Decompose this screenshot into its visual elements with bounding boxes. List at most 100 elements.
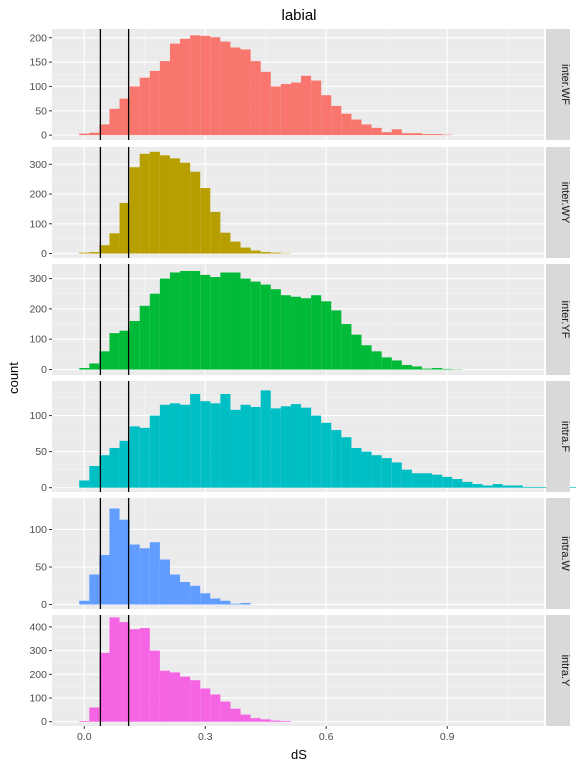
histogram-bar — [341, 113, 352, 136]
histogram-bar — [351, 334, 362, 370]
histogram-bar — [190, 171, 201, 254]
histogram-bar — [240, 714, 251, 722]
histogram-bar — [260, 284, 271, 370]
histogram-bar — [119, 98, 130, 136]
histogram-bar — [159, 155, 170, 254]
histogram-bar — [119, 519, 130, 605]
facet-intra-f: 0 50 100 intra.F — [29, 381, 576, 494]
histogram-bar — [129, 426, 140, 488]
histogram-bar — [331, 310, 342, 370]
y-tick-label: 100 — [29, 334, 47, 346]
histogram-bar — [422, 473, 433, 488]
facet-label: intra.Y — [559, 655, 571, 687]
x-tick-label: 0.6 — [319, 731, 334, 743]
histogram-bar — [210, 211, 221, 254]
histogram-bar — [129, 629, 140, 722]
facet-inter-wy: 0 100 200 300 inter.WY — [29, 147, 571, 260]
histogram-bar — [200, 593, 211, 605]
histogram-bar — [89, 466, 100, 488]
histogram-bar — [99, 652, 110, 722]
histogram-bar — [321, 301, 332, 370]
histogram-bar — [371, 351, 382, 370]
histogram-bar — [280, 295, 291, 370]
histogram-bar — [250, 406, 261, 488]
histogram-bar — [220, 600, 231, 605]
histogram-bar — [301, 407, 312, 488]
histogram-bar — [109, 233, 120, 254]
histogram-bar — [200, 401, 211, 488]
histogram-bar — [573, 486, 576, 488]
y-tick-label: 300 — [29, 159, 47, 171]
histogram-bar — [139, 427, 150, 488]
histogram-bar — [220, 393, 231, 488]
histogram-bar — [351, 119, 362, 136]
histogram-bar — [290, 404, 302, 488]
histogram-bar — [230, 241, 241, 254]
histogram-bar — [250, 250, 261, 254]
histogram-bar — [220, 272, 231, 370]
chart-title: labial — [281, 7, 316, 24]
histogram-bar — [401, 364, 412, 370]
histogram-bar — [119, 202, 130, 254]
histogram-bar — [270, 408, 281, 488]
histogram-bar — [220, 232, 231, 254]
histogram-bar — [79, 368, 90, 370]
histogram-bar — [240, 247, 251, 254]
histogram-bar — [341, 437, 352, 488]
histogram-bar — [190, 270, 201, 370]
histogram-bar — [381, 458, 392, 488]
histogram-bar — [260, 252, 271, 254]
y-tick-label: 200 — [29, 32, 47, 44]
y-tick-label: 0 — [41, 130, 47, 142]
histogram-bar — [139, 153, 150, 254]
histogram-bar — [422, 368, 433, 370]
histogram-bar — [240, 603, 251, 605]
y-tick-label: 200 — [29, 189, 47, 201]
facet-inter-yf: 0 100 200 300 inter.YF — [29, 264, 571, 376]
histogram-bar — [149, 293, 160, 370]
histogram-bar — [99, 124, 110, 136]
histogram-bar — [89, 252, 100, 254]
histogram-bar — [492, 484, 503, 488]
histogram-bar — [401, 469, 412, 488]
facet-intra-y: 0 100 200 300 400 intra.Y — [29, 615, 571, 728]
histogram-bar — [391, 462, 402, 488]
histogram-bar — [190, 35, 201, 136]
histogram-bar — [250, 61, 261, 136]
histogram-bar — [502, 485, 513, 488]
histogram-bar — [79, 480, 90, 488]
histogram-bar — [119, 330, 130, 370]
histogram-bar — [290, 82, 302, 136]
facet-inter-wf: 0 50 100 150 200 inter.WF — [29, 29, 571, 142]
histogram-bar — [391, 360, 402, 370]
histogram-bar — [159, 61, 170, 136]
histogram-bar — [361, 451, 372, 488]
y-tick-label: 0 — [41, 364, 47, 376]
histogram-bar — [220, 41, 231, 136]
histogram-bar — [139, 77, 150, 136]
histogram-bar — [99, 351, 110, 370]
facet-label: intra.F — [559, 421, 571, 452]
histogram-bar — [230, 47, 241, 136]
histogram-bar — [240, 278, 251, 370]
histogram-bar — [210, 598, 221, 605]
facet-strip — [546, 615, 570, 726]
histogram-bar — [99, 245, 110, 254]
histogram-bar — [210, 37, 221, 136]
histogram-bar — [270, 86, 281, 136]
histogram-bar — [99, 555, 110, 605]
histogram-bar — [169, 574, 181, 605]
histogram-bar — [149, 151, 160, 254]
y-tick-label: 50 — [35, 562, 47, 574]
histogram-bar — [200, 688, 211, 722]
histogram-bar — [301, 75, 312, 136]
histogram-bar — [371, 127, 382, 136]
y-tick-label: 0 — [41, 599, 47, 611]
histogram-bar — [452, 479, 463, 488]
histogram-bar — [381, 357, 392, 370]
histogram-bar — [159, 559, 170, 605]
histogram-bar — [270, 720, 281, 722]
histogram-bar — [180, 676, 191, 722]
y-tick-label: 50 — [35, 446, 47, 458]
histogram-bar — [230, 708, 241, 722]
